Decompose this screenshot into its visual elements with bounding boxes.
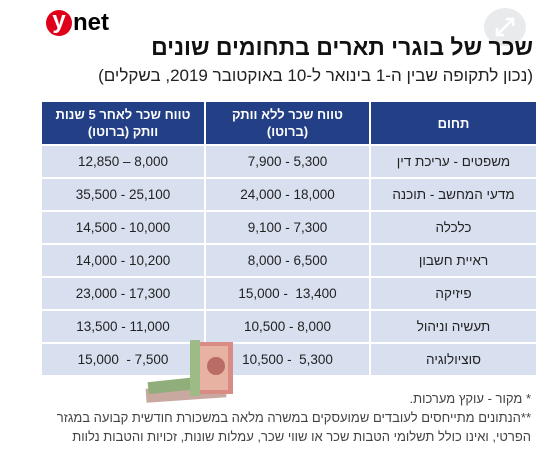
field-cell: משפטים - עריכת דין [369, 144, 538, 179]
salary-cell: 10,500 - 8,000 [204, 309, 371, 344]
salary-cell: 15,000 - 13,400 [204, 276, 371, 311]
salary-cell: 15,000 - 7,500 [40, 342, 206, 377]
table-row: פיזיקה 15,000 - 13,400 23,000 - 17,300 [40, 276, 538, 311]
field-cell: מדעי המחשב - תוכנה [369, 177, 538, 212]
salary-cell: 13,500 - 11,000 [40, 309, 206, 344]
table-row: משפטים - עריכת דין 7,900 - 5,300 12,850 – … [40, 144, 538, 179]
salary-cell: 12,850 – 8,000 [40, 144, 206, 179]
table-row: מדעי המחשב - תוכנה 24,000 - 18,000 35,500 … [40, 177, 538, 212]
header-line: (ברוטו) [266, 124, 309, 139]
salary-cell: 7,900 - 5,300 [204, 144, 371, 179]
column-header: טווח שכר ללא וותק (ברוטו) [204, 100, 371, 146]
header-line: טווח שכר ללא וותק [232, 107, 343, 122]
salary-cell: 9,100 - 7,300 [204, 210, 371, 245]
salary-table: תחום טווח שכר ללא וותק (ברוטו) טווח שכר לאח… [40, 100, 538, 377]
footnote-line: * מקור - עוקץ מערכות. [409, 391, 531, 406]
table-row: סוציולוגיה 10,500 - 5,300 15,000 - 7,500 [40, 342, 538, 377]
table-row: תעשיה וניהול 10,500 - 8,000 13,500 - 11,00… [40, 309, 538, 344]
table-row: ראיית חשבון 8,000 - 6,500 14,000 - 10,200 [40, 243, 538, 278]
table-row: כלכלה 9,100 - 7,300 14,500 - 10,000 [40, 210, 538, 245]
salary-cell: 14,500 - 10,000 [40, 210, 206, 245]
table-body: משפטים - עריכת דין 7,900 - 5,300 12,850 – … [40, 144, 538, 377]
header-line: טווח שכר לאחר 5 שנות [55, 107, 191, 122]
subtitle: (נכון לתקופה שבין ה-1 בינואר ל-10 באוקטו… [98, 66, 533, 85]
field-cell: סוציולוגיה [369, 342, 538, 377]
header-line: וותק (ברוטו) [87, 124, 159, 139]
logo[interactable]: y net [46, 8, 109, 38]
header-row: תחום טווח שכר ללא וותק (ברוטו) טווח שכר לאח… [40, 100, 538, 146]
title: שכר של בוגרי תארים בתחומים שונים [151, 34, 533, 60]
expand-button[interactable] [484, 8, 526, 46]
footnote-line: **הנתונים מתייחסים לעובדים שמועסקים במשר… [56, 410, 531, 425]
salary-cell: 24,000 - 18,000 [204, 177, 371, 212]
column-header: טווח שכר לאחר 5 שנות וותק (ברוטו) [40, 100, 206, 146]
column-header: תחום [369, 100, 538, 146]
field-cell: כלכלה [369, 210, 538, 245]
field-cell: ראיית חשבון [369, 243, 538, 278]
footnote-line: הפרטי, ואינו כולל תשלומי הטבות שכר או שו… [72, 429, 531, 444]
expand-icon [495, 17, 515, 37]
salary-cell: 14,000 - 10,200 [40, 243, 206, 278]
field-cell: פיזיקה [369, 276, 538, 311]
logo-text: net [73, 9, 109, 36]
money-illustration [145, 340, 233, 403]
salary-cell: 23,000 - 17,300 [40, 276, 206, 311]
salary-cell: 35,500 - 25,100 [40, 177, 206, 212]
header-line: תחום [437, 115, 470, 131]
logo-mark: y [46, 9, 72, 36]
salary-cell: 8,000 - 6,500 [204, 243, 371, 278]
field-cell: תעשיה וניהול [369, 309, 538, 344]
